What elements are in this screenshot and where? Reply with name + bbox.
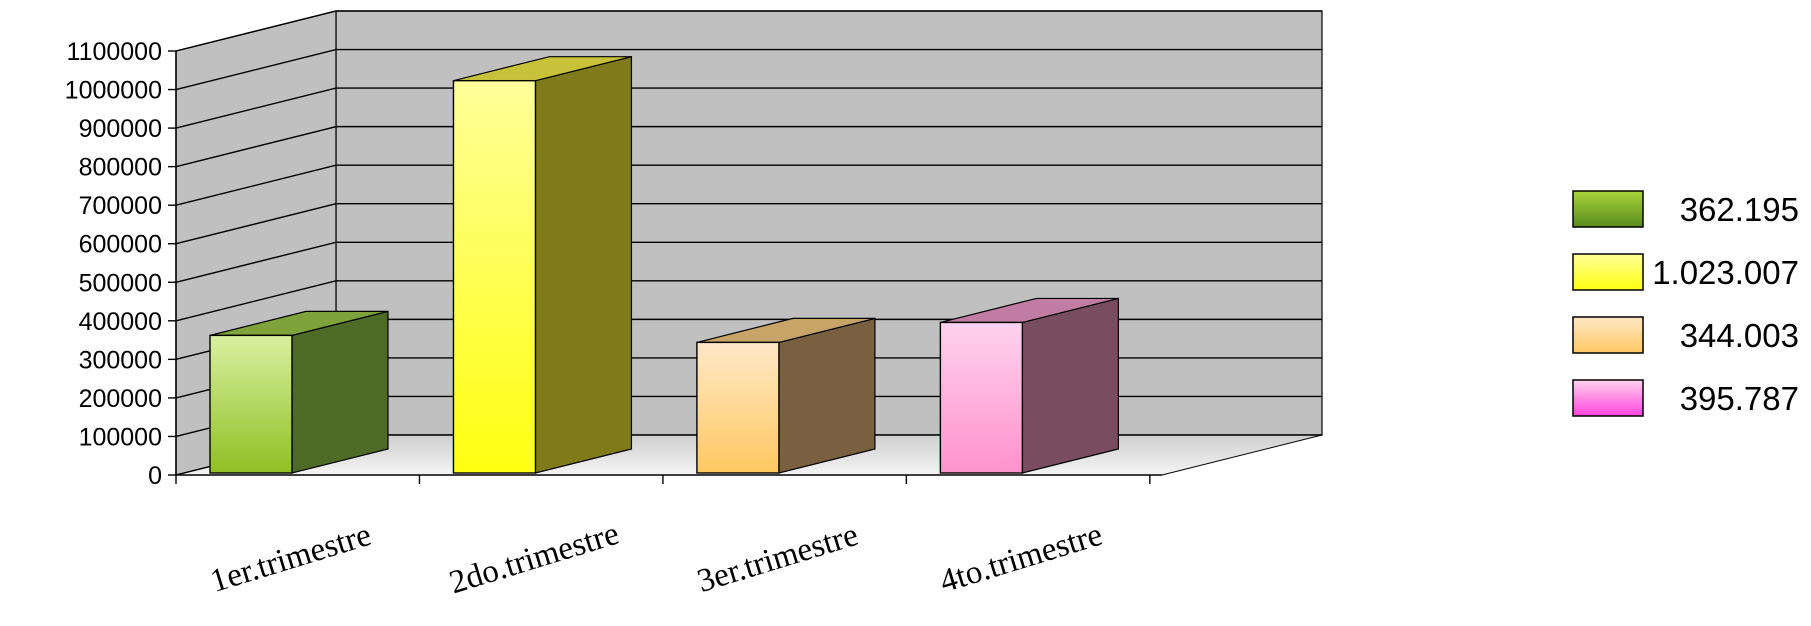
gridline bbox=[175, 125, 1322, 168]
legend-label: 395.787 bbox=[1680, 380, 1799, 417]
y-tick-label: 700000 bbox=[79, 192, 162, 220]
gridline bbox=[175, 203, 1322, 245]
bar-front bbox=[939, 321, 1024, 474]
bar-4 bbox=[939, 297, 1119, 474]
bars bbox=[209, 55, 1119, 474]
y-tick-label: 500000 bbox=[79, 269, 162, 297]
bar-front bbox=[452, 79, 537, 474]
legend-swatch bbox=[1572, 379, 1644, 417]
legend-swatch bbox=[1572, 190, 1644, 228]
bar-side bbox=[1021, 297, 1119, 474]
gridline bbox=[175, 48, 1322, 91]
legend-item: 344.003 bbox=[1572, 316, 1799, 354]
gridline bbox=[175, 280, 1322, 322]
legend-item: 395.787 bbox=[1572, 379, 1799, 417]
x-tick-label: 2do.trimestre bbox=[445, 516, 623, 602]
y-tick-label: 200000 bbox=[79, 385, 162, 413]
bar-2 bbox=[452, 55, 633, 474]
legend-label: 344.003 bbox=[1680, 317, 1799, 354]
x-axis: 1er.trimestre 2do.trimestre 3er.trimestre 4… bbox=[175, 474, 1162, 602]
x-tick-label: 1er.trimestre bbox=[206, 517, 375, 600]
legend-label: 362.195 bbox=[1680, 191, 1799, 228]
gridline bbox=[175, 241, 1322, 283]
y-tick-label: 1000000 bbox=[65, 77, 162, 105]
x-tick-label: 4to.trimestre bbox=[936, 517, 1107, 600]
bar-side bbox=[778, 317, 876, 474]
legend: 362.195 1.023.007 344.003 395.787 bbox=[1572, 190, 1799, 417]
y-tick-label: 100000 bbox=[79, 423, 162, 451]
gridline bbox=[175, 87, 1322, 129]
bar-front bbox=[696, 341, 780, 474]
legend-swatch bbox=[1572, 316, 1644, 354]
bar-front bbox=[209, 334, 293, 474]
legend-swatch bbox=[1572, 253, 1644, 291]
bar-side bbox=[534, 55, 633, 474]
y-tick-label: 800000 bbox=[79, 154, 162, 182]
y-tick-label: 400000 bbox=[79, 308, 162, 336]
bar-3 bbox=[696, 317, 876, 474]
y-tick-label: 300000 bbox=[79, 346, 162, 374]
legend-item: 362.195 bbox=[1572, 190, 1799, 228]
bar-side bbox=[291, 310, 389, 474]
y-tick-label: 0 bbox=[148, 462, 162, 490]
y-axis: 0 100000 200000 300000 400000 500000 600000 700… bbox=[65, 38, 177, 490]
x-tick-label: 3er.trimestre bbox=[693, 517, 862, 600]
gridline bbox=[175, 10, 1322, 52]
gridline bbox=[175, 164, 1322, 206]
y-tick-label: 900000 bbox=[79, 115, 162, 143]
legend-item: 1.023.007 bbox=[1572, 253, 1799, 291]
y-tick-label: 1100000 bbox=[67, 38, 162, 66]
y-tick-label: 600000 bbox=[79, 231, 162, 259]
legend-label: 1.023.007 bbox=[1652, 254, 1799, 291]
bar-1 bbox=[209, 310, 389, 474]
